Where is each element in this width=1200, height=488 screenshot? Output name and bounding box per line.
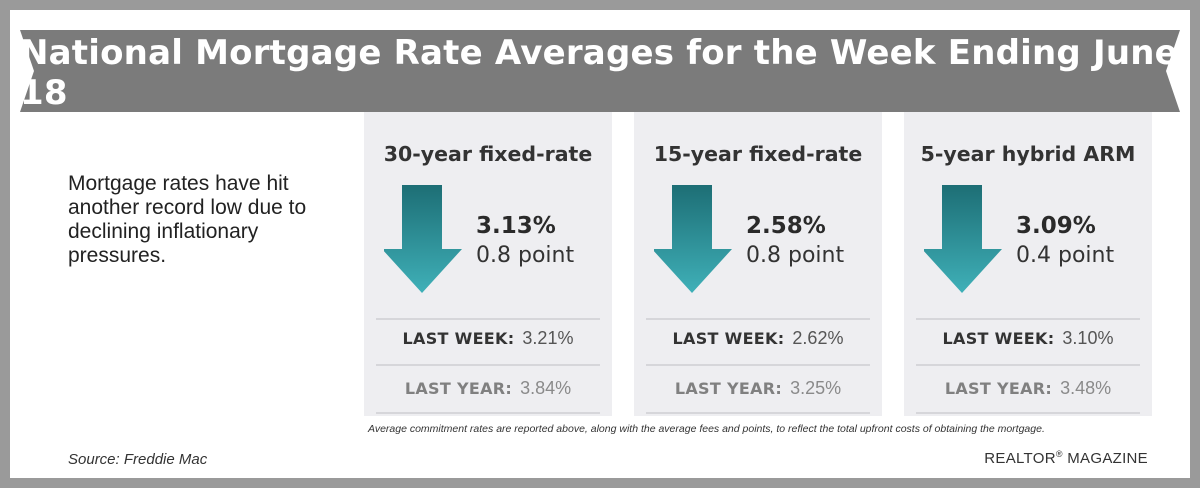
last-year-row: LAST YEAR: 3.25% (634, 378, 882, 399)
intro-text: Mortgage rates have hit another record l… (68, 172, 307, 267)
last-year-label: LAST YEAR: (944, 379, 1053, 398)
divider (646, 412, 870, 414)
last-week-value: 3.10% (1062, 328, 1114, 348)
divider (376, 318, 600, 320)
divider (646, 318, 870, 320)
loan-type-title: 5-year hybrid ARM (920, 142, 1136, 166)
current-rate: 3.13% (476, 213, 556, 239)
source-credit: Source: Freddie Mac (68, 451, 208, 468)
last-year-value: 3.25% (790, 378, 842, 398)
brand-name: REALTOR (984, 450, 1056, 467)
divider (916, 412, 1140, 414)
divider (376, 412, 600, 414)
last-year-row: LAST YEAR: 3.84% (364, 378, 612, 399)
down-arrow-icon (384, 185, 462, 293)
brand-registered-mark: ® (1055, 449, 1063, 459)
footnote: Average commitment rates are reported ab… (368, 423, 1045, 435)
last-week-label: LAST WEEK: (672, 329, 785, 348)
divider (376, 364, 600, 366)
divider (646, 364, 870, 366)
rate-column: 5-year hybrid ARM 3.09% 0.4 point LAST WEEK… (904, 112, 1152, 416)
banner-ribbon-shape (20, 30, 1180, 112)
last-year-value: 3.48% (1060, 378, 1112, 398)
page-title: National Mortgage Rate Averages for the … (20, 33, 1178, 113)
rate-column: 15-year fixed-rate 2.58% 0.8 point LAST WEE… (634, 112, 882, 416)
down-arrow-icon (654, 185, 732, 293)
title-banner: National Mortgage Rate Averages for the … (20, 30, 1180, 113)
last-week-row: LAST WEEK: 2.62% (634, 328, 882, 349)
brand-logo: REALTOR® MAGAZINE (984, 449, 1148, 467)
rate-change: 0.4 point (1016, 243, 1115, 268)
last-week-label: LAST WEEK: (942, 329, 1055, 348)
last-week-row: LAST WEEK: 3.21% (364, 328, 612, 349)
last-year-value: 3.84% (520, 378, 572, 398)
last-week-value: 2.62% (792, 328, 844, 348)
last-week-row: LAST WEEK: 3.10% (904, 328, 1152, 349)
brand-suffix: MAGAZINE (1062, 450, 1148, 467)
divider (916, 364, 1140, 366)
current-rate: 2.58% (746, 213, 826, 239)
down-arrow-icon (924, 185, 1002, 293)
rate-change: 0.8 point (476, 243, 575, 268)
rate-column: 30-year fixed-rate 3.13% 0.8 point LAST WEE… (364, 112, 612, 416)
last-year-row: LAST YEAR: 3.48% (904, 378, 1152, 399)
last-year-label: LAST YEAR: (404, 379, 513, 398)
last-year-label: LAST YEAR: (674, 379, 783, 398)
last-week-label: LAST WEEK: (402, 329, 515, 348)
current-rate: 3.09% (1016, 213, 1096, 239)
last-week-value: 3.21% (522, 328, 574, 348)
loan-type-title: 15-year fixed-rate (653, 142, 863, 166)
rate-change: 0.8 point (746, 243, 845, 268)
loan-type-title: 30-year fixed-rate (383, 142, 593, 166)
divider (916, 318, 1140, 320)
